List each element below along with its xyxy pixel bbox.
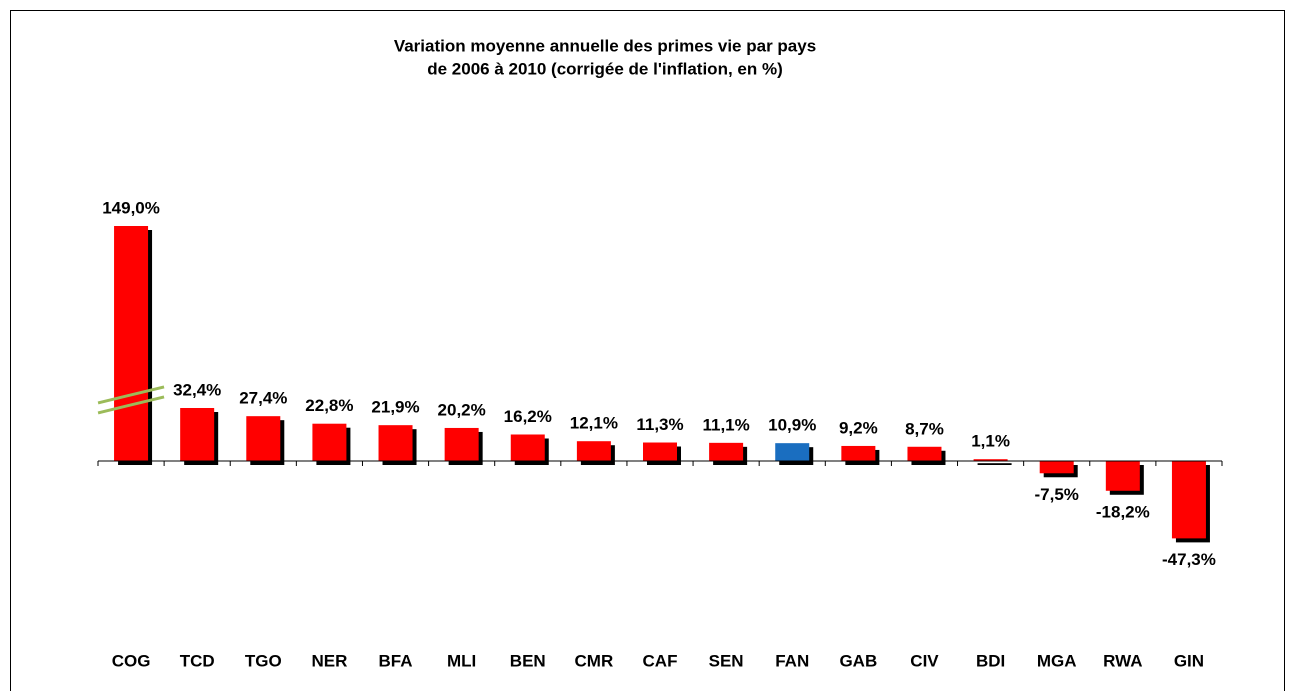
bar (709, 442, 744, 461)
bar (180, 407, 215, 461)
value-label: 27,4% (239, 389, 287, 408)
value-label: 21,9% (371, 398, 419, 417)
x-tick-label: TGO (245, 651, 282, 670)
bar-shadow (977, 463, 1012, 465)
x-tick-label: NER (311, 651, 347, 670)
value-label: 32,4% (173, 380, 221, 399)
bar (1171, 461, 1206, 539)
value-label: 8,7% (905, 419, 944, 438)
x-tick-label: TCD (180, 651, 215, 670)
bar (576, 441, 611, 461)
x-tick-label: CIV (910, 651, 939, 670)
bar (775, 443, 810, 461)
bar (841, 445, 876, 461)
bar (510, 434, 545, 461)
bar (114, 226, 149, 461)
value-label: 11,3% (636, 415, 683, 434)
value-label: 9,2% (839, 418, 878, 437)
x-tick-label: FAN (775, 651, 809, 670)
x-tick-label: RWA (1103, 651, 1142, 670)
x-tick-label: GIN (1174, 651, 1204, 670)
bar (907, 446, 942, 461)
axis-break (97, 385, 165, 405)
value-label: 22,8% (305, 396, 353, 415)
bar (378, 425, 413, 461)
bar (643, 442, 677, 461)
x-tick-label: MLI (447, 651, 476, 670)
x-tick-label: MGA (1037, 651, 1077, 670)
value-label: 16,2% (504, 407, 552, 426)
value-label: 10,9% (768, 416, 816, 435)
x-tick-label: GAB (839, 651, 877, 670)
value-label: 149,0% (102, 198, 160, 217)
bar (246, 416, 281, 461)
chart-title: de 2006 à 2010 (corrigée de l'inflation,… (427, 59, 783, 78)
x-tick-label: CAF (643, 651, 678, 670)
bar (973, 459, 1008, 461)
axis-break (97, 395, 165, 415)
value-label: -18,2% (1096, 502, 1150, 521)
x-tick-label: BDI (976, 651, 1005, 670)
frame (10, 10, 1285, 691)
value-label: 1,1% (971, 432, 1010, 451)
x-tick-label: CMR (575, 651, 614, 670)
x-tick-label: BEN (510, 651, 546, 670)
x-tick-label: BFA (379, 651, 413, 670)
bar (444, 427, 479, 461)
value-label: 11,1% (702, 415, 749, 434)
value-label: -47,3% (1162, 550, 1216, 569)
bar (1105, 461, 1140, 491)
x-tick-label: SEN (709, 651, 744, 670)
bar (312, 423, 347, 461)
x-tick-label: COG (112, 651, 151, 670)
value-label: 12,1% (570, 414, 618, 433)
bar (1039, 461, 1074, 474)
chart-title: Variation moyenne annuelle des primes vi… (394, 36, 816, 55)
value-label: -7,5% (1034, 485, 1078, 504)
value-label: 20,2% (438, 400, 486, 419)
